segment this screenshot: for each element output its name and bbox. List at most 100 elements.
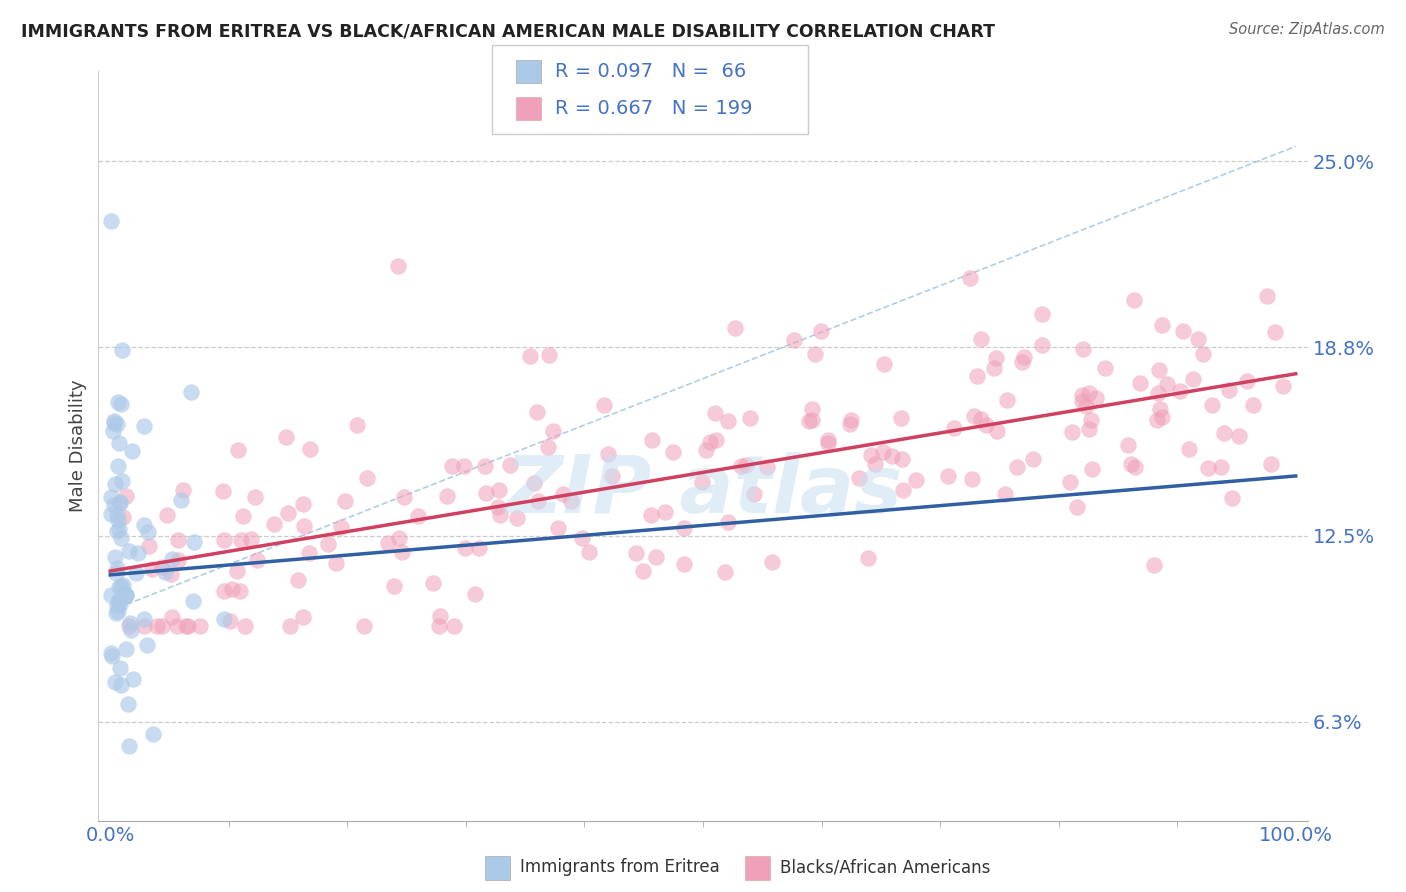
Point xyxy=(120,624,142,638)
Point xyxy=(1031,307,1053,321)
Point xyxy=(519,349,541,363)
Point xyxy=(107,458,129,473)
Point xyxy=(464,587,486,601)
Point xyxy=(117,739,139,753)
Point xyxy=(1123,460,1146,475)
Point xyxy=(231,508,253,523)
Point xyxy=(132,612,155,626)
Point xyxy=(162,552,184,566)
Point xyxy=(703,406,725,420)
Point xyxy=(104,477,127,491)
Point xyxy=(134,517,156,532)
Point xyxy=(654,505,676,519)
Point xyxy=(724,321,747,335)
Point xyxy=(1220,491,1243,506)
Point xyxy=(240,532,263,546)
Point xyxy=(499,458,522,472)
Point xyxy=(453,459,475,474)
Point xyxy=(150,560,173,574)
Point xyxy=(110,397,132,411)
Text: Blacks/African Americans: Blacks/African Americans xyxy=(780,858,991,876)
Point xyxy=(593,399,616,413)
Text: IMMIGRANTS FROM ERITREA VS BLACK/AFRICAN AMERICAN MALE DISABILITY CORRELATION CH: IMMIGRANTS FROM ERITREA VS BLACK/AFRICAN… xyxy=(21,22,995,40)
Point xyxy=(527,493,550,508)
Point xyxy=(970,332,993,346)
Point xyxy=(960,472,983,486)
Y-axis label: Male Disability: Male Disability xyxy=(69,380,87,512)
Point xyxy=(1201,398,1223,412)
Point xyxy=(160,567,183,582)
Point xyxy=(645,549,668,564)
Point xyxy=(219,614,242,628)
Point xyxy=(994,487,1017,501)
Point xyxy=(891,483,914,498)
Point xyxy=(103,498,125,512)
Point xyxy=(1077,385,1099,400)
Point xyxy=(672,521,695,535)
Text: R = 0.097   N =  66: R = 0.097 N = 66 xyxy=(555,62,747,80)
Point xyxy=(105,524,128,539)
Point xyxy=(100,491,122,505)
Point xyxy=(382,579,405,593)
Point xyxy=(112,578,135,592)
Point xyxy=(229,584,252,599)
Point xyxy=(571,531,593,545)
Point xyxy=(108,581,131,595)
Point xyxy=(114,642,136,657)
Point xyxy=(596,448,619,462)
Point xyxy=(108,496,131,510)
Point xyxy=(983,360,1005,375)
Point xyxy=(1149,401,1171,416)
Point xyxy=(970,412,993,426)
Point xyxy=(959,271,981,285)
Point xyxy=(115,489,138,503)
Point xyxy=(1264,326,1286,340)
Point xyxy=(212,611,235,625)
Point xyxy=(1011,354,1033,368)
Point xyxy=(391,545,413,559)
Point xyxy=(1071,342,1094,356)
Point xyxy=(440,459,463,474)
Point xyxy=(1123,293,1146,308)
Point xyxy=(166,619,188,633)
Point xyxy=(966,368,988,383)
Point xyxy=(1147,386,1170,401)
Point xyxy=(211,483,233,498)
Point xyxy=(672,557,695,571)
Point xyxy=(761,555,783,569)
Point xyxy=(717,515,740,529)
Point xyxy=(1260,457,1282,471)
Point xyxy=(160,610,183,624)
Point xyxy=(865,457,887,471)
Point xyxy=(742,487,765,501)
Point xyxy=(713,566,735,580)
Point xyxy=(661,445,683,459)
Point xyxy=(107,513,129,527)
Point xyxy=(890,411,912,425)
Point xyxy=(631,564,654,578)
Point xyxy=(690,475,713,490)
Point xyxy=(277,506,299,520)
Point xyxy=(152,619,174,633)
Point xyxy=(1119,457,1142,471)
Point xyxy=(624,546,647,560)
Point xyxy=(537,441,560,455)
Point xyxy=(108,495,131,509)
Point xyxy=(132,619,155,633)
Point xyxy=(280,619,302,633)
Point xyxy=(221,582,243,597)
Point xyxy=(246,553,269,567)
Point xyxy=(1192,346,1215,360)
Point xyxy=(292,497,315,511)
Point xyxy=(600,469,623,483)
Point xyxy=(212,533,235,548)
Point xyxy=(1022,452,1045,467)
Point xyxy=(904,473,927,487)
Point xyxy=(153,565,176,579)
Point xyxy=(422,576,444,591)
Point xyxy=(475,486,498,500)
Point xyxy=(783,333,806,347)
Point xyxy=(107,604,129,618)
Point xyxy=(526,405,548,419)
Point xyxy=(117,619,139,633)
